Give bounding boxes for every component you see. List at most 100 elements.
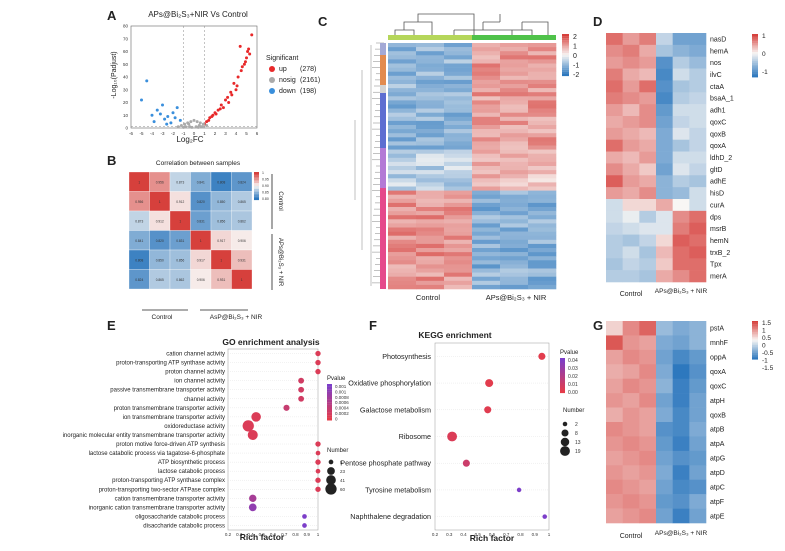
gene-scale-step [752, 340, 758, 342]
kegg-pvalue-label: 0.00 [568, 390, 578, 396]
heatmap-cell [416, 63, 445, 68]
heatmap-cell [528, 67, 557, 72]
heatmap-cell [500, 67, 529, 72]
heatmap-cell [528, 227, 557, 232]
kegg-pvalue-scale-step [560, 373, 565, 376]
volcano-ytick: 70 [123, 36, 129, 41]
heatmap-cell [444, 153, 473, 159]
gene-scale-step [752, 52, 758, 54]
volcano-point-nosig [183, 122, 187, 126]
heatmap-cell [388, 239, 417, 245]
gene-heatmap-cell [639, 199, 657, 212]
heatmap-cell [444, 104, 473, 109]
heatmap-scale-step [562, 63, 569, 66]
heatmap-cell [444, 264, 473, 269]
go-term-label: proton-transporting two-sector ATPase co… [99, 487, 225, 493]
heatmap-cell [416, 100, 445, 105]
gene-heatmap-cell [689, 199, 707, 212]
heatmap-cell [388, 92, 417, 97]
go-xtick: 0.4 [247, 532, 254, 537]
go-pvalue-scale-step [327, 386, 332, 390]
gene-heatmap-cell [606, 407, 623, 423]
heatmap-cell [416, 51, 445, 56]
heatmap-cell [388, 112, 417, 118]
gene-heatmap-cell [622, 422, 640, 437]
gene-heatmap-cell [656, 222, 673, 235]
gene-heatmap-cell [622, 465, 640, 481]
volcano-point-down [163, 117, 167, 121]
heatmap-cell [444, 227, 473, 232]
go-point [315, 477, 321, 483]
heatmap-cell [500, 219, 529, 224]
gene-heatmap-cell [639, 364, 657, 380]
heatmap-cell [500, 100, 529, 105]
volcano-point-up [234, 88, 238, 92]
heatmap-cell [500, 239, 529, 245]
heatmap-cell [500, 280, 529, 286]
gene-heatmap-cell [689, 175, 707, 188]
heatmap-cell [388, 280, 417, 286]
heatmap-cell [472, 264, 501, 269]
gene-label: atpE [710, 513, 725, 520]
go-point [315, 468, 321, 474]
heatmap-cell [528, 129, 557, 134]
group-bar-treated [472, 35, 556, 40]
heatmap-cell [416, 227, 445, 232]
gene-heatmap-cell [656, 270, 673, 283]
heatmap-cell [444, 268, 473, 273]
heatmap-cell [416, 190, 445, 195]
heatmap-cell [472, 235, 501, 241]
gene-heatmap-cell [622, 210, 640, 224]
gene-heatmap-cell [639, 104, 657, 117]
heatmap-cell [416, 170, 445, 175]
heatmap-cell [388, 252, 417, 257]
gene-scale-step [752, 329, 758, 331]
gene-heatmap-cell [639, 465, 657, 481]
correlation-value: 1 [241, 278, 243, 282]
gene-scale-step [752, 337, 758, 339]
gene-heatmap-cell [606, 92, 623, 105]
gene-heatmap-cell [672, 436, 690, 452]
heatmap-scale-step [562, 46, 569, 49]
heatmap-cell [472, 219, 501, 224]
heatmap-cell [416, 256, 445, 261]
gene-heatmap-cell [672, 393, 690, 408]
panel-letter-e: E [107, 318, 116, 333]
heatmap-cell [444, 112, 473, 118]
heatmap-cell [444, 174, 473, 179]
kegg-term-label: Naphthalene degradation [350, 512, 431, 521]
correlation-value: 0.906 [238, 239, 246, 243]
heatmap-cell [444, 120, 473, 126]
volcano-legend-count: (198) [300, 88, 316, 95]
volcano-point-up [238, 44, 242, 48]
gene-heatmap-cell [656, 450, 673, 466]
gene-heatmap-cell [672, 494, 690, 509]
gene-scale-step [752, 41, 758, 44]
heatmap-cell [528, 235, 557, 241]
gene-heatmap-cell [672, 479, 690, 495]
heatmap-cell [416, 133, 445, 138]
heatmap-cell [388, 194, 417, 200]
heatmap-cell [444, 178, 473, 183]
heatmap-cell [388, 104, 417, 109]
gene-heatmap-cell [656, 163, 673, 176]
heatmap-cell [472, 67, 501, 72]
heatmap-cell [500, 137, 529, 142]
gene-heatmap-cell [622, 407, 640, 423]
volcano-legend-label: up [279, 66, 287, 73]
gene-heatmap-cell [622, 234, 640, 247]
kegg-xtick: 0.6 [489, 532, 496, 537]
gene-heatmap-cell [656, 92, 673, 105]
go-term-label: inorganic cation transmembrane transport… [89, 505, 225, 511]
heatmap-cell [500, 141, 529, 146]
row-cluster-bar [380, 93, 386, 148]
correlation-value: 1 [159, 200, 161, 204]
heatmap-scale-label: 2 [573, 34, 577, 41]
volcano-point-up [242, 62, 246, 66]
heatmap-cell [472, 137, 501, 142]
panel-letter-d: D [593, 14, 603, 29]
gene-label: ilvC [710, 72, 722, 79]
heatmap-cell [472, 182, 501, 187]
go-xtick: 1 [317, 532, 320, 537]
heatmap-cell [472, 43, 501, 48]
